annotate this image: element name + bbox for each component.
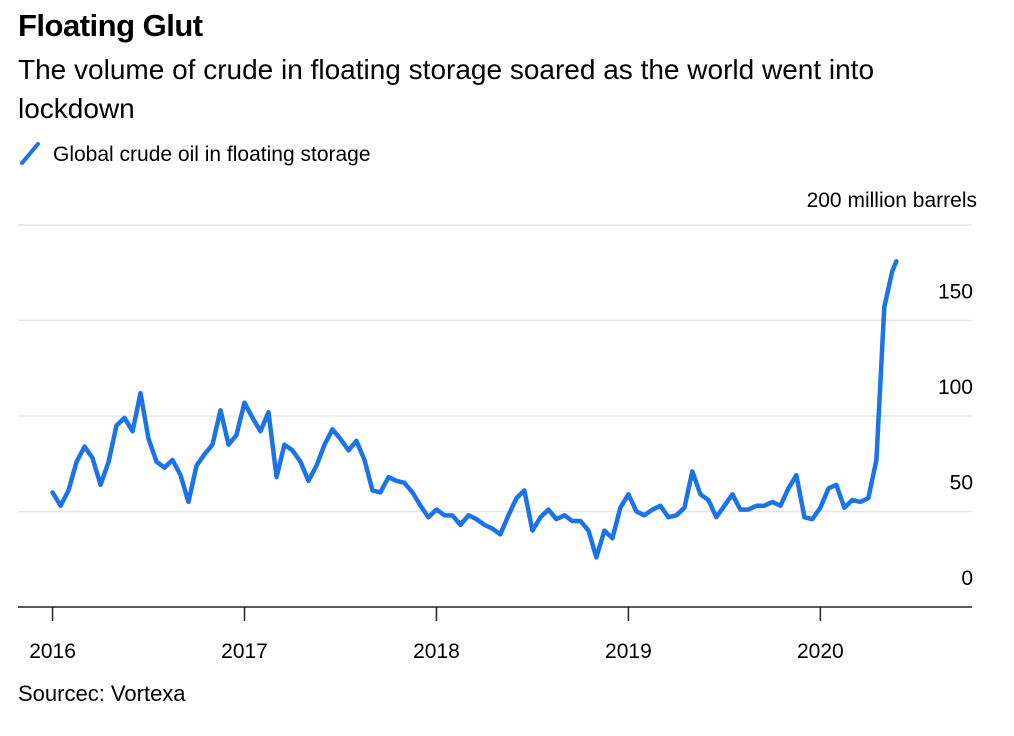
data-line: [50, 259, 899, 560]
x-tick-label: 2016: [29, 640, 76, 663]
chart-subtitle: The volume of crude in floating storage …: [18, 54, 875, 124]
x-tick-label: 2017: [221, 640, 268, 663]
y-tick-label: 150: [938, 281, 973, 304]
legend-label: Global crude oil in floating storage: [53, 143, 371, 166]
y-tick-label: 200 million barrels: [807, 189, 977, 212]
y-tick-label: 50: [950, 472, 973, 495]
y-tick-label: 100: [938, 376, 973, 399]
x-tick-label: 2018: [413, 640, 460, 663]
x-tick-label: 2019: [605, 640, 652, 663]
chart-title: Floating Glut: [18, 8, 203, 43]
legend-swatch: [20, 142, 40, 165]
x-tick-label: 2020: [797, 640, 844, 663]
source: Sourcec: Vortexa: [18, 681, 186, 706]
y-tick-label: 0: [961, 567, 973, 590]
